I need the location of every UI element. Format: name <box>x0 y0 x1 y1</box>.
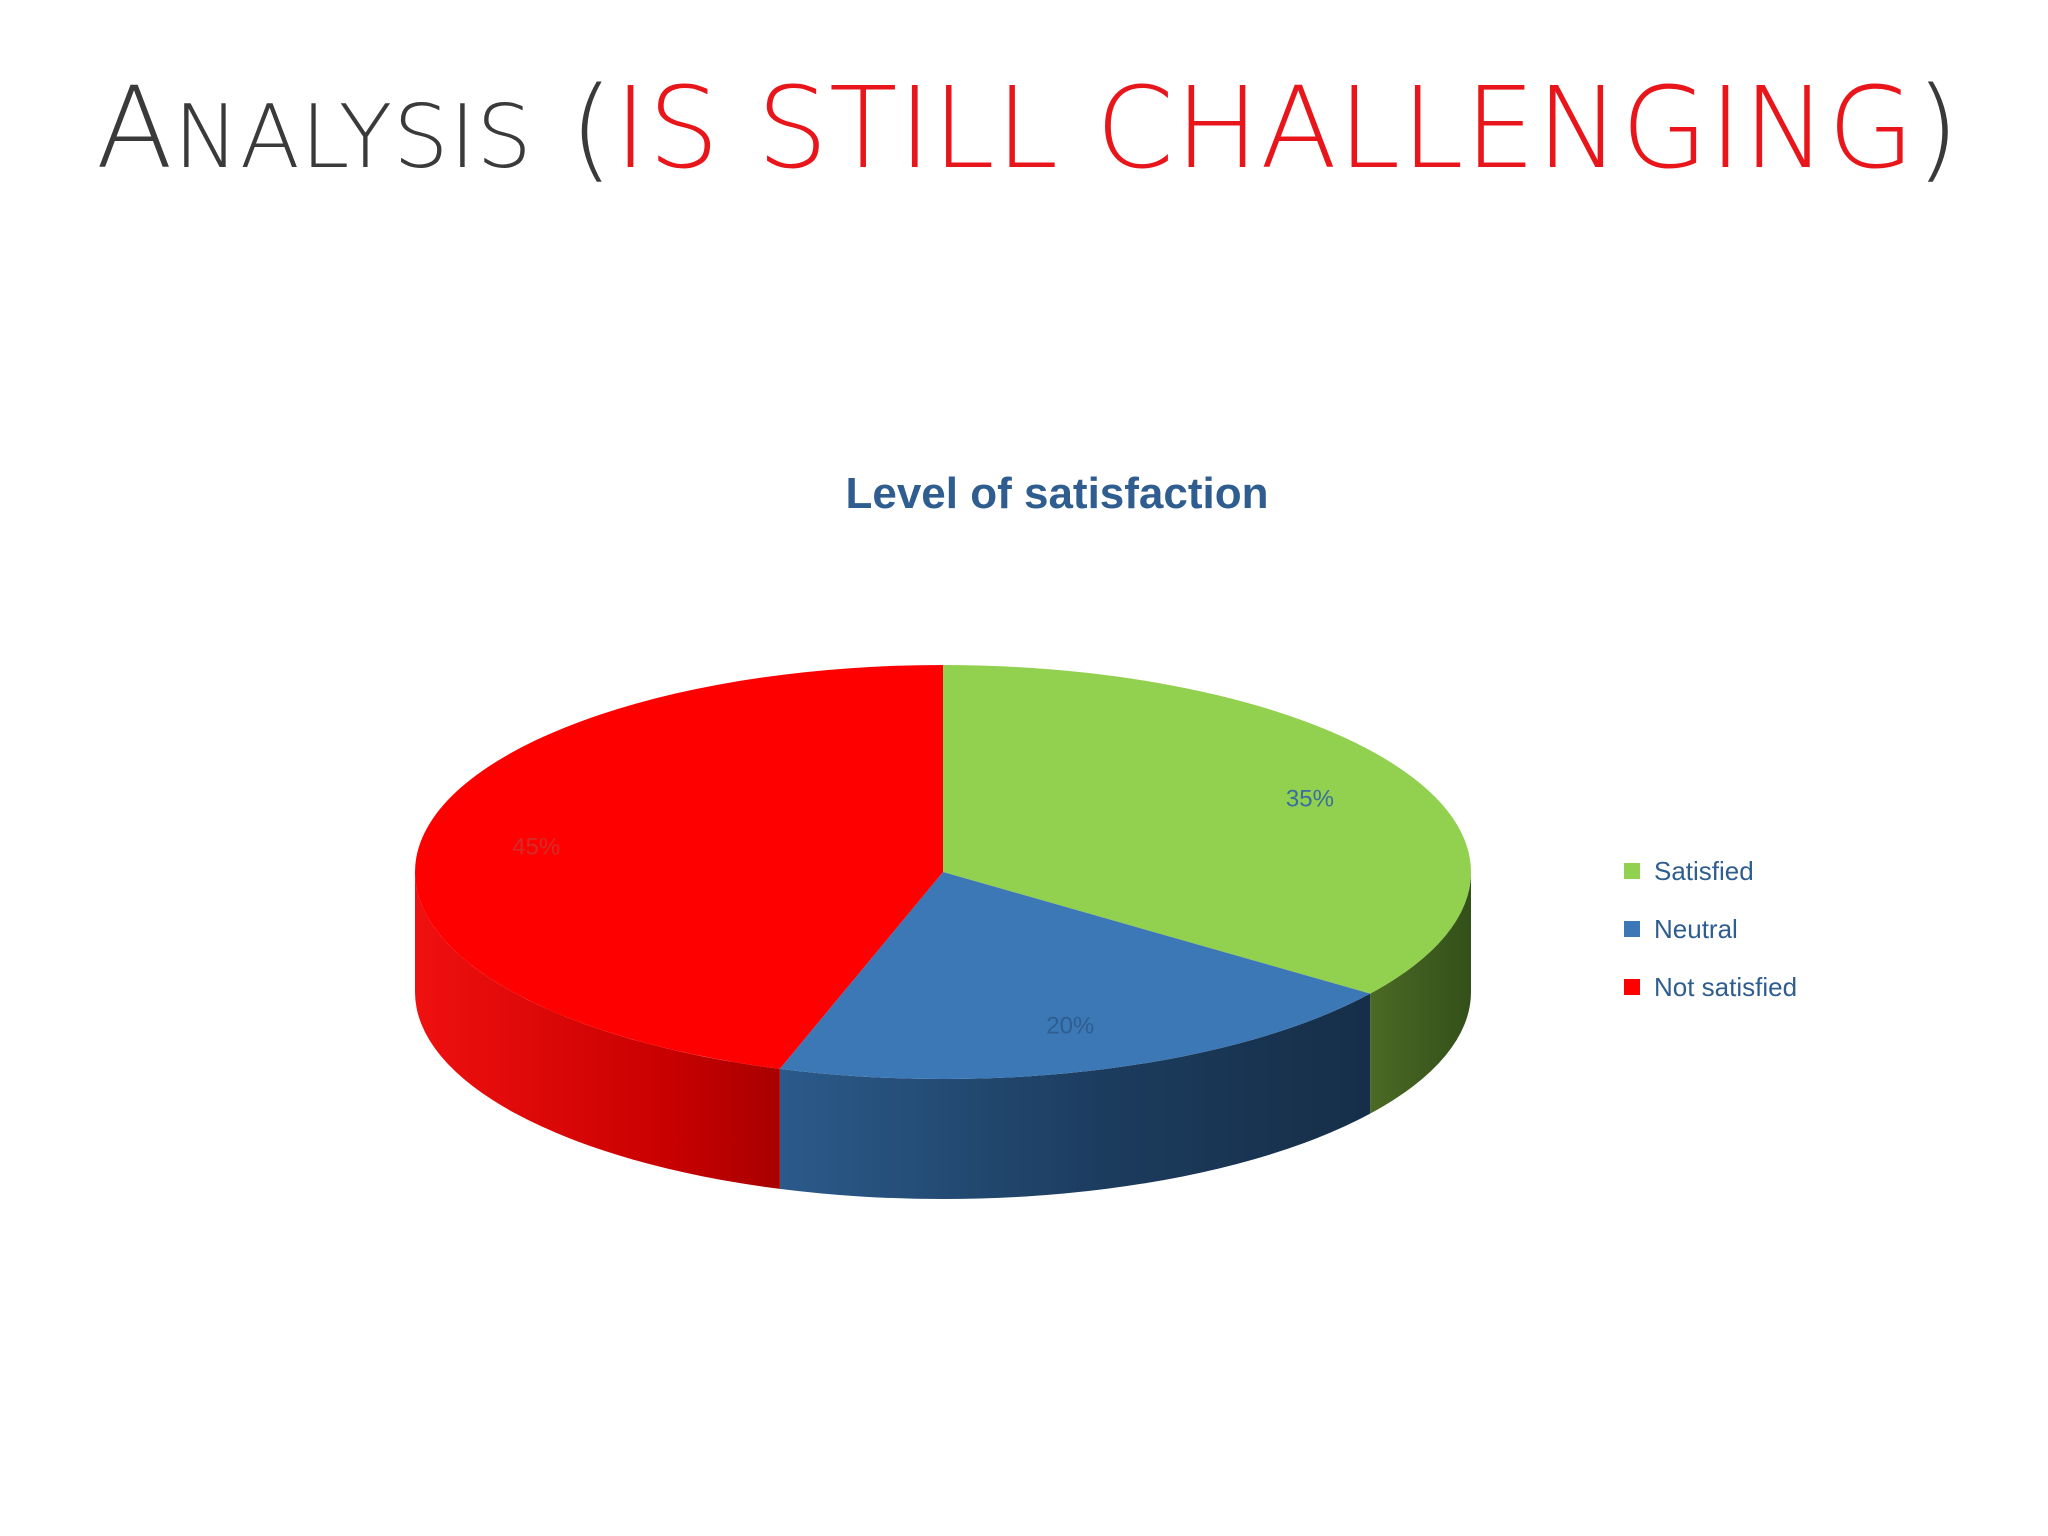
chart-legend: Satisfied Neutral Not satisfied <box>1624 856 1797 1002</box>
title-accent: IS STILL CHALLENGING <box>614 64 1916 194</box>
data-label-satisfied: 35% <box>1286 786 1334 813</box>
legend-item-satisfied: Satisfied <box>1624 856 1754 886</box>
pie-slices <box>415 665 1472 1199</box>
data-labels: 35% 20% 45% <box>512 786 1334 1040</box>
slice-neutral <box>779 872 1371 1079</box>
pie-top <box>415 665 1472 1079</box>
legend-label: Satisfied <box>1654 856 1754 886</box>
pie-sides <box>415 872 1471 1199</box>
slice-side-satisfied <box>1370 872 1471 1114</box>
legend-swatch <box>1624 979 1640 995</box>
legend-swatch <box>1624 863 1640 879</box>
slide-title: ANALYSIS (IS STILL CHALLENGING) <box>96 62 1960 196</box>
title-close-paren: ) <box>1915 64 1961 194</box>
legend-label: Neutral <box>1654 914 1738 944</box>
chart-title: Level of satisfaction <box>845 469 1268 518</box>
slice-not-satisfied <box>415 665 943 1069</box>
slice-satisfied <box>943 665 1472 994</box>
title-initial: A <box>96 64 174 194</box>
slice-side-not-satisfied <box>415 872 780 1189</box>
title-main: ANALYSIS <box>96 64 533 194</box>
slice-side-neutral <box>779 993 1371 1199</box>
data-label-neutral: 20% <box>1046 1013 1094 1040</box>
title-open-paren: ( <box>532 64 615 194</box>
legend-item-neutral: Neutral <box>1624 914 1738 944</box>
legend-item-not-satisfied: Not satisfied <box>1624 972 1797 1002</box>
legend-swatch <box>1624 921 1640 937</box>
title-rest: NALYSIS <box>173 86 533 188</box>
data-label-not-satisfied: 45% <box>512 834 560 861</box>
legend-label: Not satisfied <box>1654 972 1797 1002</box>
